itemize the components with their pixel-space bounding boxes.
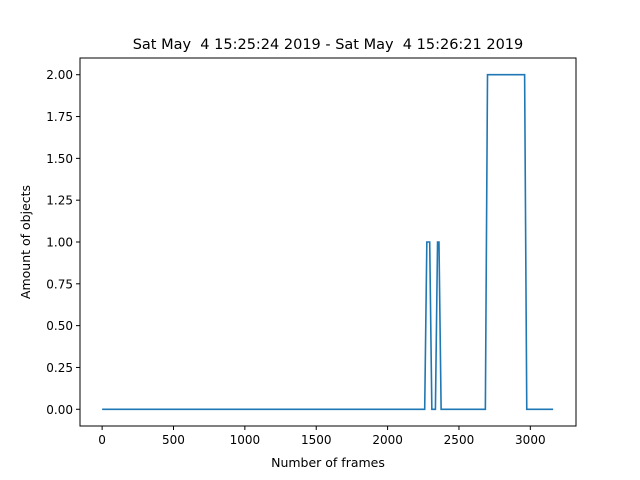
x-tick-label: 1000	[230, 433, 261, 447]
x-tick-label: 2500	[444, 433, 475, 447]
y-axis: 0.00 0.25 0.50 0.75 1.00 1.25 1.50 1.75 2.00	[46, 68, 80, 417]
y-axis-label: Amount of objects	[18, 185, 33, 299]
chart-title: Sat May 4 15:25:24 2019 - Sat May 4 15:2…	[133, 37, 524, 53]
series-layer	[102, 73, 554, 411]
y-tick-label: 1.50	[46, 152, 73, 166]
y-tick-label: 0.50	[46, 319, 73, 333]
x-axis: 0 500 1000 1500 2000 2500 3000	[98, 426, 546, 447]
x-tick-label: 500	[162, 433, 185, 447]
series-line-0	[102, 73, 554, 411]
x-tick-label: 2000	[372, 433, 403, 447]
y-tick-label: 0.75	[46, 277, 73, 291]
x-tick-label: 3000	[515, 433, 546, 447]
x-axis-label: Number of frames	[271, 455, 385, 470]
x-tick-label: 0	[98, 433, 106, 447]
y-tick-label: 0.25	[46, 361, 73, 375]
y-tick-label: 1.25	[46, 194, 73, 208]
y-tick-label: 1.75	[46, 110, 73, 124]
x-tick-label: 1500	[301, 433, 332, 447]
y-tick-label: 2.00	[46, 68, 73, 82]
y-tick-label: 0.00	[46, 403, 73, 417]
y-tick-label: 1.00	[46, 236, 73, 250]
